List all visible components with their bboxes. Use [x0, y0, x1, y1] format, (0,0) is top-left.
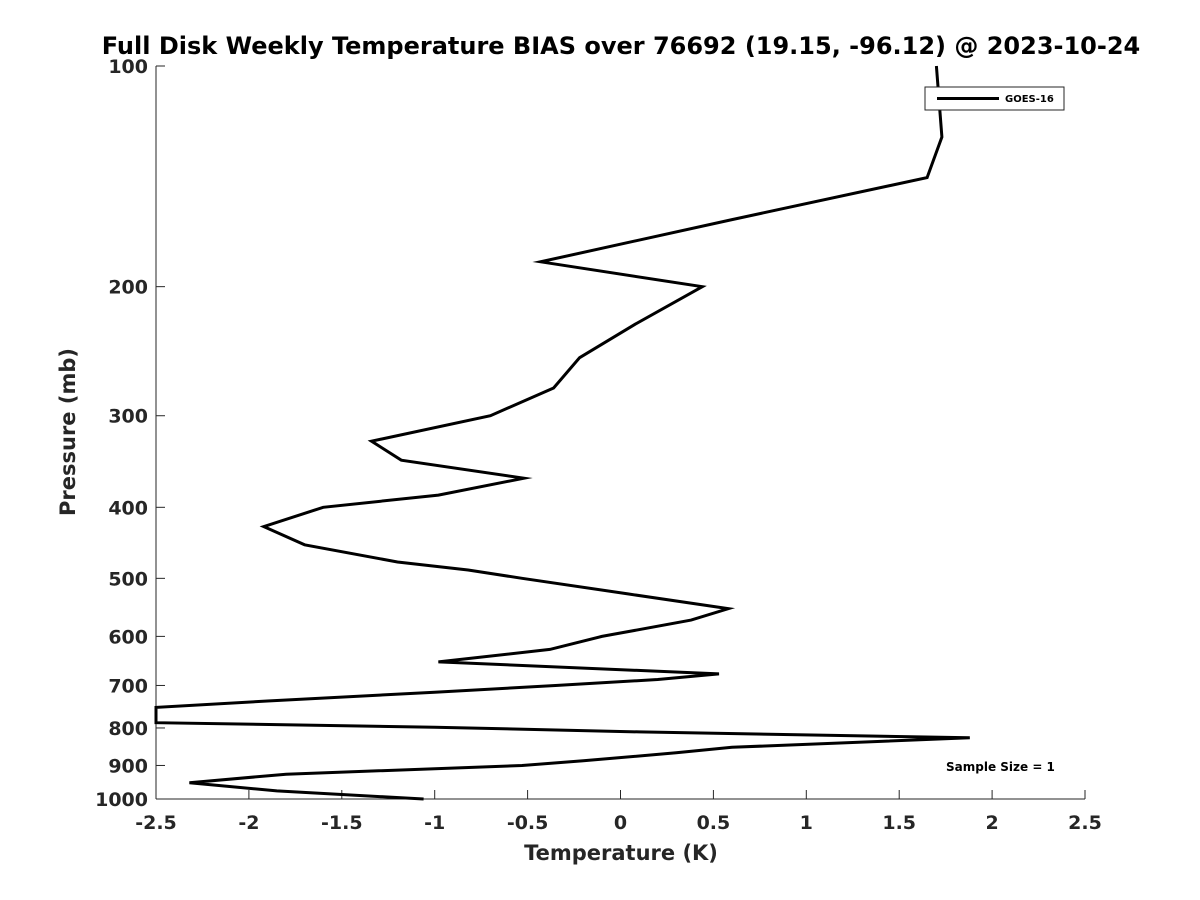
series-layer: [154, 65, 970, 801]
y-tick-label: 900: [108, 755, 148, 777]
y-tick-label: 1000: [95, 789, 148, 811]
y-axis-label: Pressure (mb): [56, 348, 80, 516]
x-tick-label: 1.5: [882, 812, 916, 834]
y-tick-label: 600: [108, 626, 148, 648]
x-tick-label: -1: [424, 812, 445, 834]
x-axis-label: Temperature (K): [524, 841, 718, 865]
y-tick-label: 200: [108, 277, 148, 299]
x-tick-label: -2: [238, 812, 259, 834]
x-ticks: -2.5 -2 -1.5 -1 -0.5 0 0.5 1 1.5 2 2.5: [135, 790, 1102, 834]
y-tick-label: 300: [108, 406, 148, 428]
sample-size-annotation: Sample Size = 1: [946, 760, 1055, 774]
x-tick-label: -1.5: [321, 812, 363, 834]
legend: GOES-16: [924, 86, 1065, 111]
y-ticks: 100 200 300 400 500 600 700 800 900 1000: [95, 56, 165, 811]
x-tick-label: 0.5: [697, 812, 731, 834]
chart-title: Full Disk Weekly Temperature BIAS over 7…: [102, 32, 1141, 60]
x-tick-label: -0.5: [507, 812, 549, 834]
x-tick-label: 2.5: [1068, 812, 1102, 834]
x-tick-label: 0: [614, 812, 627, 834]
y-tick-label: 500: [108, 568, 148, 590]
legend-label-goes-16: GOES-16: [1005, 94, 1054, 105]
y-tick-label: 400: [108, 497, 148, 519]
series-line-goes-16: [154, 65, 970, 801]
y-tick-label: 700: [108, 675, 148, 697]
x-tick-label: -2.5: [135, 812, 177, 834]
y-tick-label: 100: [108, 56, 148, 78]
x-tick-label: 2: [985, 812, 998, 834]
x-tick-label: 1: [800, 812, 813, 834]
y-tick-label: 800: [108, 718, 148, 740]
